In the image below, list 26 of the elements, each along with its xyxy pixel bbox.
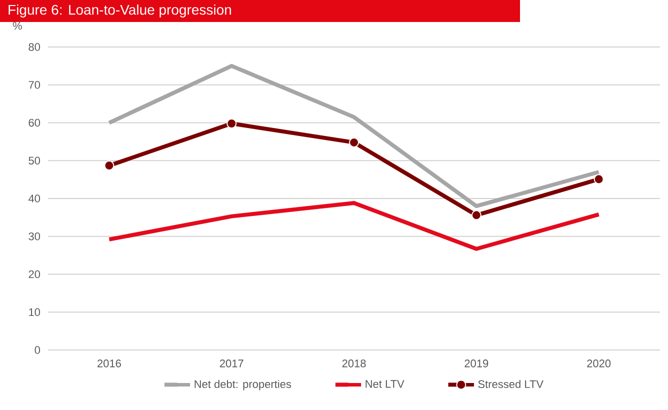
y-tick-label: 30 bbox=[28, 232, 40, 240]
point bbox=[226, 118, 237, 129]
point bbox=[349, 137, 360, 148]
y-tick-label: 20 bbox=[28, 270, 40, 278]
line-series bbox=[107, 201, 601, 251]
y-tick-label: 10 bbox=[29, 308, 40, 316]
point bbox=[594, 174, 604, 184]
legend-label: Stressed LTV bbox=[478, 380, 544, 388]
x-tick-label: 2020 bbox=[587, 360, 611, 368]
y-axis-title: % bbox=[12, 22, 22, 30]
chart-title: Figure 6: Loan-to-Value progression bbox=[8, 4, 231, 18]
y-tick-label: 0 bbox=[34, 346, 40, 354]
x-tick-label: 2017 bbox=[220, 360, 244, 368]
y-tick-label: 80 bbox=[28, 43, 40, 51]
legend-label: Net LTV bbox=[366, 380, 404, 388]
x-tick-label: 2019 bbox=[464, 360, 488, 368]
y-tick-label: 40 bbox=[28, 194, 40, 202]
legend-label: Net debt: properties bbox=[194, 380, 292, 390]
x-tick-label: 2018 bbox=[342, 360, 366, 368]
x-tick-label: 2016 bbox=[98, 360, 121, 368]
point bbox=[104, 160, 114, 171]
y-tick-label: 70 bbox=[28, 81, 40, 89]
line-series bbox=[107, 64, 601, 208]
y-tick-label: 60 bbox=[28, 118, 40, 127]
y-tick-label: 50 bbox=[28, 156, 40, 165]
point bbox=[471, 210, 482, 220]
